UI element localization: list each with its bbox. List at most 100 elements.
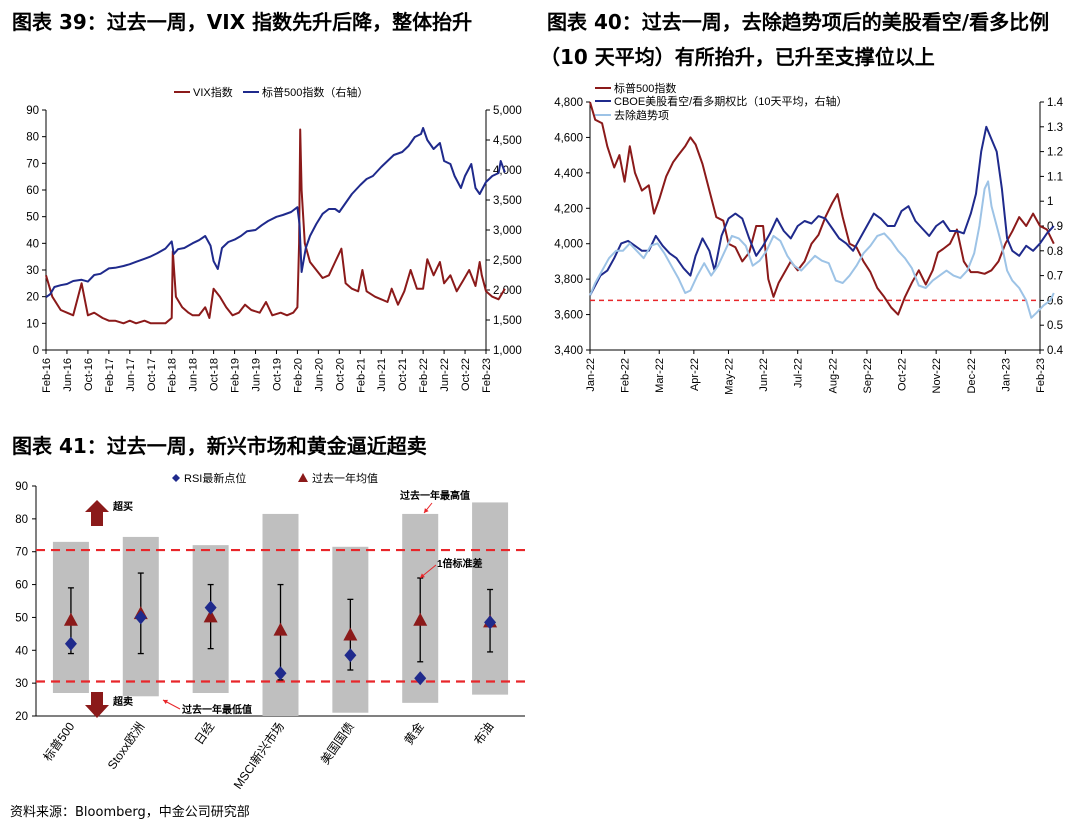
chart41-ytick-label: 60 xyxy=(15,580,28,592)
chart39-series-line-2 xyxy=(45,127,506,299)
chart40-xtick-label: Jun-22 xyxy=(758,358,770,392)
chart39-ytick-label-left: 70 xyxy=(26,158,39,170)
source-note: 资料来源：Bloomberg，中金公司研究部 xyxy=(10,805,250,820)
chart39-ytick-label-left: 0 xyxy=(33,345,39,357)
chart39-ytick-label-left: 80 xyxy=(26,132,39,144)
chart41-mean-marker xyxy=(203,609,218,623)
chart40-xtick-label: Oct-22 xyxy=(897,358,909,391)
chart41-category-label: MSCI新兴市场 xyxy=(230,719,287,792)
chart39-xtick-label: Jun-16 xyxy=(62,358,74,392)
chart41-rsi-marker xyxy=(344,648,357,663)
chart39-title: 图表 39：过去一周，VIX 指数先升后降，整体抬升 xyxy=(12,10,473,34)
chart40-xtick-label: Apr-22 xyxy=(689,358,701,391)
chart40-series-line-2 xyxy=(589,125,1055,296)
chart40-ytick-label-right: 0.5 xyxy=(1047,320,1063,332)
chart41-category-label: 美国国债 xyxy=(318,720,357,767)
chart41-min-arrow-head xyxy=(163,699,168,705)
chart39-ytick-label-left: 10 xyxy=(26,318,39,330)
chart40-title-line1: 图表 40：过去一周，去除趋势项后的美股看空/看多比例 xyxy=(547,10,1050,34)
chart41-category-label: 日经 xyxy=(192,720,217,748)
chart39-ytick-label-left: 60 xyxy=(26,185,39,197)
chart40-xtick-label: May-22 xyxy=(723,358,735,395)
chart41-ytick-label: 70 xyxy=(15,547,28,559)
chart41-arrow-down-icon xyxy=(85,692,109,718)
chart39-xtick-label: Jun-18 xyxy=(188,358,200,392)
chart40-xtick-label: Jul-22 xyxy=(793,358,805,388)
chart39-xtick-label: Feb-17 xyxy=(104,358,116,393)
chart41-category-label: Stoxx欧洲 xyxy=(105,720,147,772)
chart41-rsi-marker xyxy=(414,671,427,686)
chart40-ytick-label-left: 4,400 xyxy=(554,168,583,180)
chart40-ytick-label-right: 1.3 xyxy=(1047,122,1063,134)
chart41-legend-swatch xyxy=(298,473,308,482)
chart39-xtick-label: Feb-20 xyxy=(292,358,304,393)
chart39-series-line-1 xyxy=(45,128,506,325)
chart40-ytick-label-right: 1.1 xyxy=(1047,171,1063,183)
chart41-arrow-up-icon xyxy=(85,500,109,526)
chart39-xtick-label: Oct-16 xyxy=(83,358,95,391)
chart40-ytick-label-left: 4,600 xyxy=(554,132,583,144)
chart39-ytick-label-right: 2,500 xyxy=(493,255,522,267)
chart40-legend-label: 去除趋势项 xyxy=(614,108,669,122)
chart40-xtick-label: Feb-23 xyxy=(1035,358,1047,393)
chart40-ytick-label-left: 3,800 xyxy=(554,274,583,286)
chart41-rsi-marker xyxy=(484,615,497,630)
chart39-xtick-label: Jun-21 xyxy=(376,358,388,392)
chart39-legend-label: VIX指数 xyxy=(193,85,233,99)
chart39-xtick-label: Feb-16 xyxy=(41,358,53,393)
chart41-category-label: 标普500 xyxy=(41,719,78,763)
chart39-xtick-label: Feb-23 xyxy=(481,358,493,393)
chart39-xtick-label: Feb-18 xyxy=(167,358,179,393)
chart39-xtick-label: Oct-17 xyxy=(146,358,158,391)
chart41-mean-marker xyxy=(273,622,288,636)
chart39-vix-sp500: 0 10 20 30 40 50 60 70 80 90 1,000 1,500 2,000 2,500 3… xyxy=(26,85,522,393)
chart41-rsi: 20 30 40 50 60 70 80 90 标普500 Stoxx欧洲 日经 MSCI新兴市场 美国… xyxy=(15,471,525,792)
chart40-ytick-label-left: 3,400 xyxy=(554,345,583,357)
chart39-ytick-label-left: 20 xyxy=(26,292,39,304)
chart40-xtick-label: Jan-22 xyxy=(585,358,597,392)
chart41-legend-label: RSI最新点位 xyxy=(184,471,246,485)
chart40-ytick-label-left: 4,000 xyxy=(554,239,583,251)
chart39-xtick-label: Oct-20 xyxy=(334,358,346,391)
chart39-xtick-label: Feb-22 xyxy=(418,358,430,393)
chart39-xtick-label: Oct-19 xyxy=(271,358,283,391)
chart41-mean-marker xyxy=(63,612,78,626)
chart41-mean-marker xyxy=(343,627,358,641)
chart40-xtick-label: Dec-22 xyxy=(966,358,978,393)
chart41-mean-marker xyxy=(413,612,428,626)
chart41-legend-label: 过去一年均值 xyxy=(312,471,378,485)
chart41-std-label: 1倍标准差 xyxy=(437,557,483,570)
chart41-ytick-label: 30 xyxy=(15,678,28,690)
chart41-category-label: 黄金 xyxy=(401,719,427,747)
chart40-series-line-1 xyxy=(589,101,1055,316)
chart39-xtick-label: Jun-19 xyxy=(251,358,263,392)
chart41-rsi-marker xyxy=(274,666,287,681)
chart39-ytick-label-right: 5,000 xyxy=(493,105,522,117)
chart41-title: 图表 41：过去一周，新兴市场和黄金逼近超卖 xyxy=(12,434,427,458)
chart39-ytick-label-right: 1,000 xyxy=(493,345,522,357)
chart40-xtick-label: Sep-22 xyxy=(862,358,874,393)
chart40-put-call-ratio: 3,400 3,600 3,800 4,000 4,200 4,400 4,600 4,800… xyxy=(554,81,1064,395)
chart40-ytick-label-left: 4,800 xyxy=(554,97,583,109)
chart41-max-arrow-head xyxy=(424,508,429,513)
chart39-xtick-label: Jun-17 xyxy=(125,358,137,392)
chart40-legend-label: CBOE美股看空/看多期权比（10天平均，右轴） xyxy=(614,94,847,108)
chart41-overbought-label: 超买 xyxy=(112,500,133,513)
chart41-ytick-label: 40 xyxy=(15,645,28,657)
chart39-xtick-label: Oct-18 xyxy=(209,358,221,391)
chart39-xtick-label: Oct-22 xyxy=(460,358,472,391)
chart39-xtick-label: Feb-19 xyxy=(230,358,242,393)
chart39-ytick-label-left: 30 xyxy=(26,265,39,277)
chart39-ytick-label-left: 90 xyxy=(26,105,39,117)
chart40-ytick-label-right: 0.4 xyxy=(1047,345,1064,357)
chart39-ytick-label-right: 1,500 xyxy=(493,315,522,327)
chart41-min-label: 过去一年最低值 xyxy=(182,703,252,716)
chart40-ytick-label-right: 0.7 xyxy=(1047,271,1063,283)
chart41-ytick-label: 80 xyxy=(15,514,28,526)
chart39-xtick-label: Oct-21 xyxy=(397,358,409,391)
chart40-ytick-label-left: 3,600 xyxy=(554,310,583,322)
chart41-ytick-label: 90 xyxy=(15,481,28,493)
chart40-ytick-label-right: 0.8 xyxy=(1047,246,1063,258)
chart39-ytick-label-right: 3,000 xyxy=(493,225,522,237)
chart40-ytick-label-right: 1.2 xyxy=(1047,147,1063,159)
